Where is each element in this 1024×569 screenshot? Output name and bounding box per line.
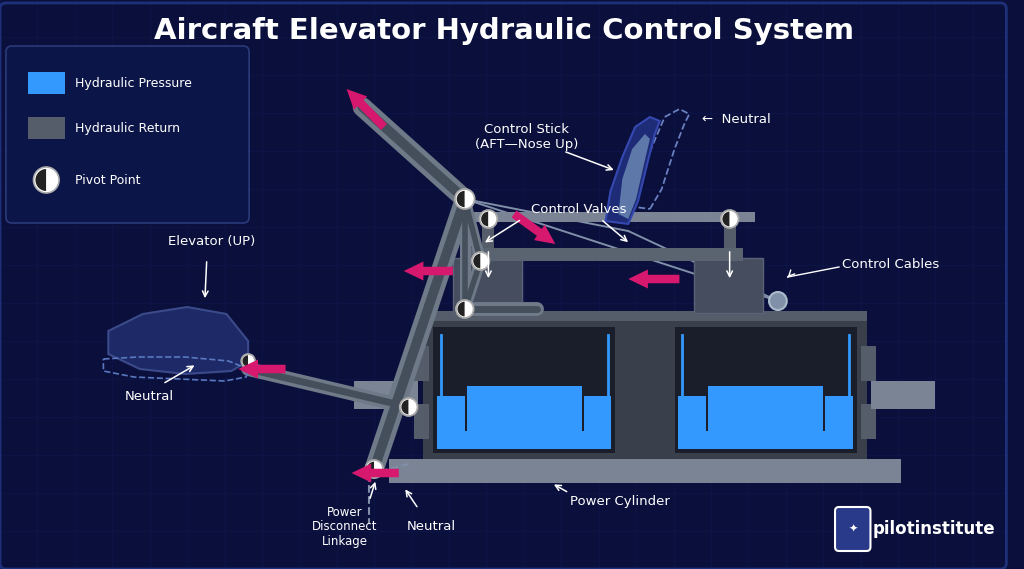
Wedge shape: [36, 169, 46, 191]
Wedge shape: [243, 355, 248, 367]
Wedge shape: [730, 212, 737, 226]
FancyArrow shape: [512, 211, 555, 244]
Text: Aircraft Elevator Hydraulic Control System: Aircraft Elevator Hydraulic Control Syst…: [155, 17, 854, 45]
Bar: [423, 311, 866, 321]
Bar: [28, 72, 65, 94]
Circle shape: [366, 460, 383, 478]
Bar: [414, 404, 429, 439]
Circle shape: [456, 300, 474, 318]
FancyBboxPatch shape: [6, 46, 249, 223]
Bar: [437, 431, 611, 449]
Bar: [463, 212, 756, 222]
Wedge shape: [46, 169, 57, 191]
Text: Elevator (UP): Elevator (UP): [168, 234, 255, 248]
Circle shape: [455, 189, 474, 209]
Wedge shape: [248, 355, 254, 367]
Wedge shape: [457, 191, 465, 207]
Circle shape: [399, 398, 418, 416]
Bar: [389, 459, 901, 483]
Bar: [482, 220, 495, 248]
Wedge shape: [367, 461, 374, 476]
Wedge shape: [465, 191, 473, 207]
Text: pilotinstitute: pilotinstitute: [872, 520, 995, 538]
Bar: [708, 386, 823, 431]
Text: Control Cables: Control Cables: [842, 258, 939, 270]
Bar: [675, 327, 857, 453]
Wedge shape: [480, 254, 487, 269]
Bar: [871, 381, 936, 409]
FancyArrow shape: [346, 89, 387, 130]
Bar: [414, 346, 429, 381]
Bar: [354, 381, 419, 409]
FancyBboxPatch shape: [835, 507, 870, 551]
Text: Power
Disconnect
Linkage: Power Disconnect Linkage: [312, 505, 378, 549]
Bar: [423, 321, 866, 461]
Text: Control Stick
(AFT—Nose Up): Control Stick (AFT—Nose Up): [475, 123, 579, 151]
Bar: [28, 117, 65, 139]
Text: Hydraulic Return: Hydraulic Return: [75, 122, 180, 134]
Text: Neutral: Neutral: [407, 521, 456, 534]
Wedge shape: [488, 212, 496, 226]
FancyArrow shape: [629, 270, 680, 288]
Polygon shape: [109, 307, 248, 374]
Bar: [860, 404, 877, 439]
FancyArrow shape: [239, 360, 286, 378]
Bar: [724, 220, 735, 248]
FancyArrow shape: [403, 262, 453, 281]
Bar: [637, 327, 653, 453]
Wedge shape: [465, 302, 472, 316]
Text: Power Cylinder: Power Cylinder: [570, 494, 671, 508]
Text: Pivot Point: Pivot Point: [75, 174, 140, 187]
Circle shape: [34, 167, 59, 193]
Bar: [467, 386, 582, 431]
Bar: [694, 258, 763, 313]
Wedge shape: [722, 212, 730, 226]
FancyArrow shape: [351, 464, 398, 483]
Wedge shape: [409, 399, 416, 414]
Bar: [433, 327, 615, 453]
Text: Neutral: Neutral: [125, 390, 174, 403]
Wedge shape: [481, 212, 488, 226]
Text: ✦: ✦: [848, 524, 857, 534]
Wedge shape: [473, 254, 480, 269]
Bar: [453, 258, 522, 313]
Circle shape: [242, 354, 255, 368]
Bar: [679, 431, 853, 449]
Text: Hydraulic Pressure: Hydraulic Pressure: [75, 76, 191, 89]
Text: ←  Neutral: ← Neutral: [702, 113, 771, 126]
Text: Control Valves: Control Valves: [531, 203, 627, 216]
Bar: [679, 396, 706, 449]
Bar: [825, 396, 853, 449]
Wedge shape: [458, 302, 465, 316]
Bar: [860, 346, 877, 381]
Circle shape: [721, 210, 738, 228]
Circle shape: [472, 252, 489, 270]
Circle shape: [479, 210, 498, 228]
Polygon shape: [605, 117, 659, 224]
Bar: [437, 396, 465, 449]
Circle shape: [769, 292, 786, 310]
Polygon shape: [618, 134, 650, 219]
Bar: [463, 248, 743, 261]
Wedge shape: [374, 461, 382, 476]
Bar: [584, 396, 611, 449]
Wedge shape: [401, 399, 409, 414]
